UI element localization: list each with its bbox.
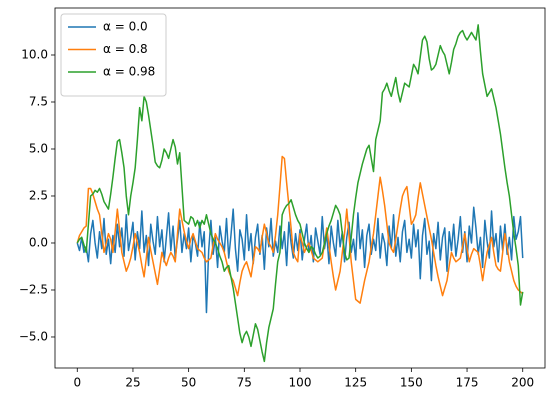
- legend-label: α = 0.8: [103, 42, 148, 56]
- series-line: [76, 206, 524, 314]
- x-tick-label: 125: [344, 376, 367, 390]
- legend-label: α = 0.0: [103, 20, 148, 34]
- series-line: [76, 155, 524, 304]
- y-tick-label: 10.0: [21, 47, 48, 61]
- x-tick-label: 25: [125, 376, 140, 390]
- axes-frame: [54, 7, 546, 369]
- y-tick-label: 7.5: [29, 94, 48, 108]
- series-line: [76, 24, 524, 363]
- x-tick-label: 200: [511, 376, 534, 390]
- legend: α = 0.0 α = 0.8 α = 0.98: [60, 13, 167, 97]
- x-tick-label: 100: [289, 376, 312, 390]
- y-tick-label: 2.5: [29, 188, 48, 202]
- y-tick-label: −5.0: [19, 329, 48, 343]
- x-tick-label: 75: [237, 376, 252, 390]
- x-tick-label: 175: [456, 376, 479, 390]
- x-tick-label: 50: [181, 376, 196, 390]
- y-tick-label: 5.0: [29, 141, 48, 155]
- legend-label: α = 0.98: [103, 65, 155, 79]
- y-tick-label: 0.0: [29, 235, 48, 249]
- x-tick-label: 0: [73, 376, 81, 390]
- x-tick-label: 150: [400, 376, 423, 390]
- legend-box: [60, 13, 167, 97]
- y-tick-label: −2.5: [19, 282, 48, 296]
